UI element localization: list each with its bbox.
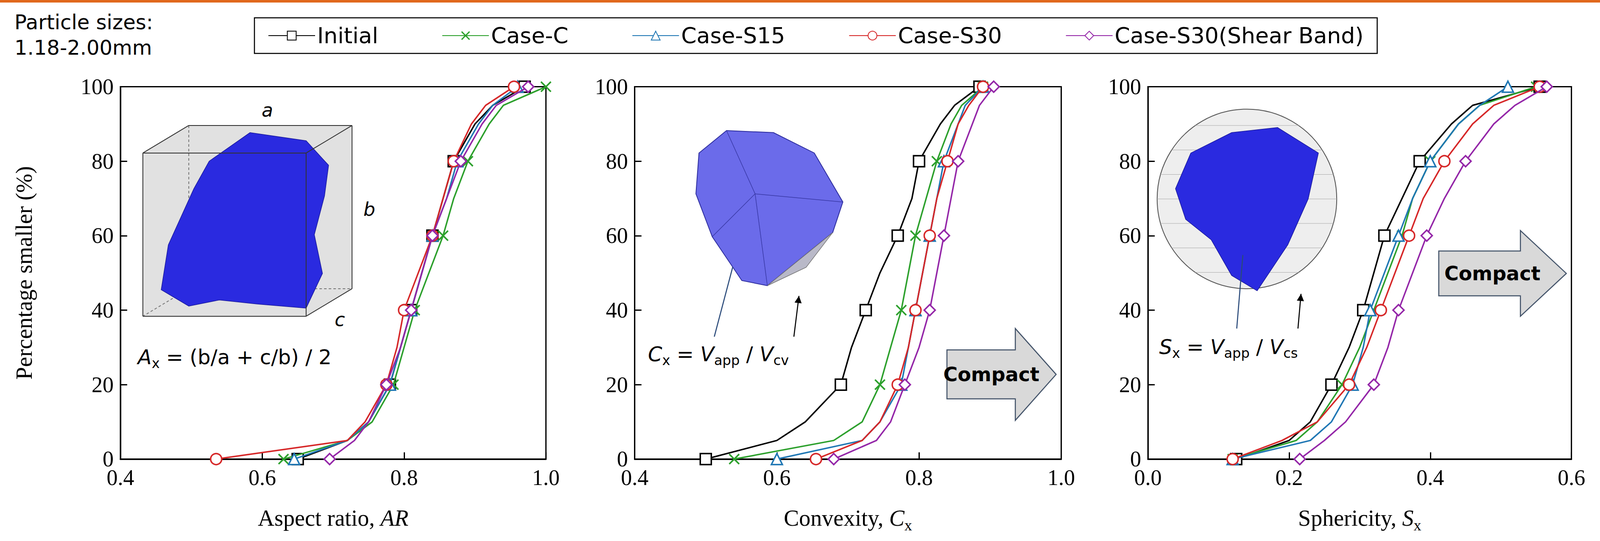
svg-text:cs: cs [1283, 345, 1298, 362]
svg-text:Case-S30: Case-S30 [897, 22, 1002, 49]
svg-text:0.8: 0.8 [390, 465, 418, 490]
svg-text:S: S [1159, 335, 1173, 359]
svg-text:c: c [334, 308, 345, 331]
svg-text:60: 60 [91, 223, 114, 248]
svg-text:20: 20 [1119, 372, 1142, 397]
svg-text:0.4: 0.4 [620, 465, 649, 490]
svg-text:V: V [1269, 335, 1285, 359]
svg-text:20: 20 [91, 372, 114, 397]
svg-text:a: a [261, 99, 274, 121]
svg-text:V: V [759, 342, 775, 366]
svg-text:A: A [136, 345, 152, 369]
svg-text:Case-C: Case-C [491, 22, 569, 49]
svg-text:0.4: 0.4 [106, 465, 135, 490]
svg-text:/: / [739, 342, 760, 366]
svg-text:80: 80 [91, 149, 114, 174]
svg-text:0: 0 [1130, 447, 1142, 472]
svg-text:20: 20 [605, 372, 629, 397]
svg-text:Compact: Compact [1444, 262, 1541, 285]
svg-text:Aspect ratio,: Aspect ratio, [257, 505, 381, 531]
svg-text:0.0: 0.0 [1134, 465, 1162, 490]
svg-text:1.18-2.00mm: 1.18-2.00mm [14, 35, 153, 60]
svg-text:0: 0 [616, 447, 628, 472]
svg-text:100: 100 [80, 74, 114, 99]
svg-text:Initial: Initial [317, 22, 379, 49]
svg-text:= (b/a + c/b) / 2: = (b/a + c/b) / 2 [159, 345, 332, 369]
svg-text:0.6: 0.6 [762, 465, 791, 490]
svg-text:40: 40 [91, 298, 114, 323]
svg-text:1.0: 1.0 [1047, 465, 1076, 490]
svg-text:100: 100 [1108, 74, 1142, 99]
svg-text:Particle sizes:: Particle sizes: [14, 10, 154, 34]
svg-text:60: 60 [605, 223, 629, 248]
svg-text:app: app [714, 352, 740, 369]
svg-text:C: C [889, 505, 905, 531]
svg-text:0.4: 0.4 [1416, 465, 1444, 490]
svg-text:80: 80 [605, 149, 629, 174]
svg-text:40: 40 [1119, 298, 1142, 323]
svg-text:app: app [1223, 345, 1250, 362]
svg-text:100: 100 [594, 74, 629, 99]
svg-text:Compact: Compact [943, 363, 1040, 386]
svg-text:Case-S30(Shear Band): Case-S30(Shear Band) [1114, 22, 1364, 49]
svg-text:x: x [661, 352, 671, 369]
svg-text:0.8: 0.8 [905, 465, 933, 490]
svg-text:40: 40 [605, 298, 629, 323]
svg-text:x: x [904, 516, 913, 534]
svg-text:0.6: 0.6 [1557, 465, 1586, 490]
svg-text:=: = [1180, 335, 1211, 359]
svg-text:/: / [1249, 335, 1270, 359]
svg-text:b: b [363, 198, 376, 221]
svg-text:Case-S15: Case-S15 [681, 22, 785, 49]
svg-text:S: S [1402, 505, 1414, 531]
svg-text:Convexity,: Convexity, [783, 505, 889, 531]
svg-text:AR: AR [379, 505, 409, 531]
svg-text:V: V [700, 342, 716, 366]
svg-text:Percentage smaller (%): Percentage smaller (%) [11, 166, 37, 380]
svg-text:=: = [670, 342, 701, 366]
svg-text:60: 60 [1119, 223, 1142, 248]
svg-text:x: x [1172, 345, 1181, 362]
svg-text:80: 80 [1119, 149, 1142, 174]
svg-text:cv: cv [773, 352, 790, 369]
svg-text:Sphericity,: Sphericity, [1298, 505, 1402, 531]
svg-text:0.2: 0.2 [1275, 465, 1303, 490]
svg-text:x: x [1413, 516, 1422, 534]
svg-text:0: 0 [102, 447, 114, 472]
svg-text:C: C [647, 342, 663, 366]
svg-text:V: V [1210, 335, 1226, 359]
svg-text:0.6: 0.6 [248, 465, 277, 490]
svg-text:1.0: 1.0 [532, 465, 560, 490]
svg-text:x: x [151, 355, 160, 372]
